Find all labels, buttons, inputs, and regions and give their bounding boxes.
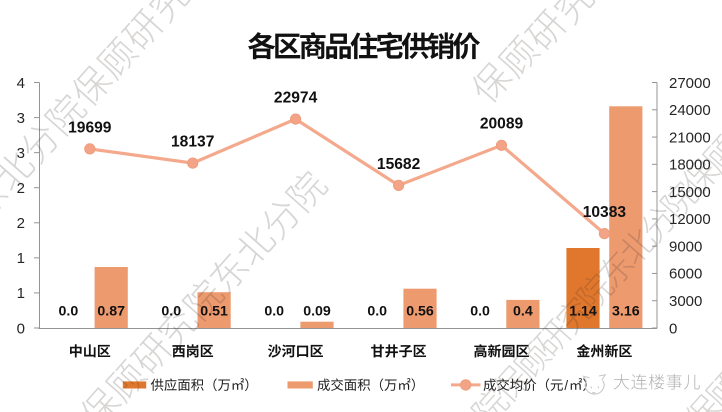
svg-text:15682: 15682 [377,156,421,173]
svg-text:0.0: 0.0 [367,304,387,320]
svg-text:4: 4 [17,75,25,92]
svg-text:0.0: 0.0 [264,304,284,320]
svg-text:3: 3 [17,110,25,127]
svg-text:12000: 12000 [669,211,711,228]
svg-text:2: 2 [17,180,25,197]
svg-text:20089: 20089 [480,116,524,133]
svg-text:21000: 21000 [669,129,711,146]
svg-text:0.0: 0.0 [59,304,79,320]
svg-text:0.56: 0.56 [406,304,434,320]
svg-text:0.0: 0.0 [470,304,490,320]
svg-text:10383: 10383 [583,204,627,221]
svg-text:22974: 22974 [274,90,318,107]
svg-text:9000: 9000 [669,239,702,256]
svg-text:0: 0 [669,320,677,337]
svg-text:19699: 19699 [68,119,112,136]
svg-text:6000: 6000 [669,266,702,283]
svg-text:0.09: 0.09 [303,304,331,320]
svg-text:3000: 3000 [669,293,702,310]
svg-text:18137: 18137 [171,134,214,151]
svg-text:27000: 27000 [669,75,711,92]
svg-text:0.4: 0.4 [513,304,533,320]
svg-text:0.0: 0.0 [161,304,181,320]
svg-text:24000: 24000 [669,102,711,119]
svg-text:0.51: 0.51 [200,304,228,320]
svg-text:1: 1 [17,285,25,302]
svg-text:1: 1 [17,250,25,267]
svg-text:15000: 15000 [669,184,711,201]
svg-text:3: 3 [17,145,25,162]
svg-text:2: 2 [17,215,25,232]
svg-text:0.87: 0.87 [97,304,125,320]
svg-text:3.16: 3.16 [612,304,640,320]
svg-text:0: 0 [17,320,25,337]
svg-text:/: / [564,378,568,393]
